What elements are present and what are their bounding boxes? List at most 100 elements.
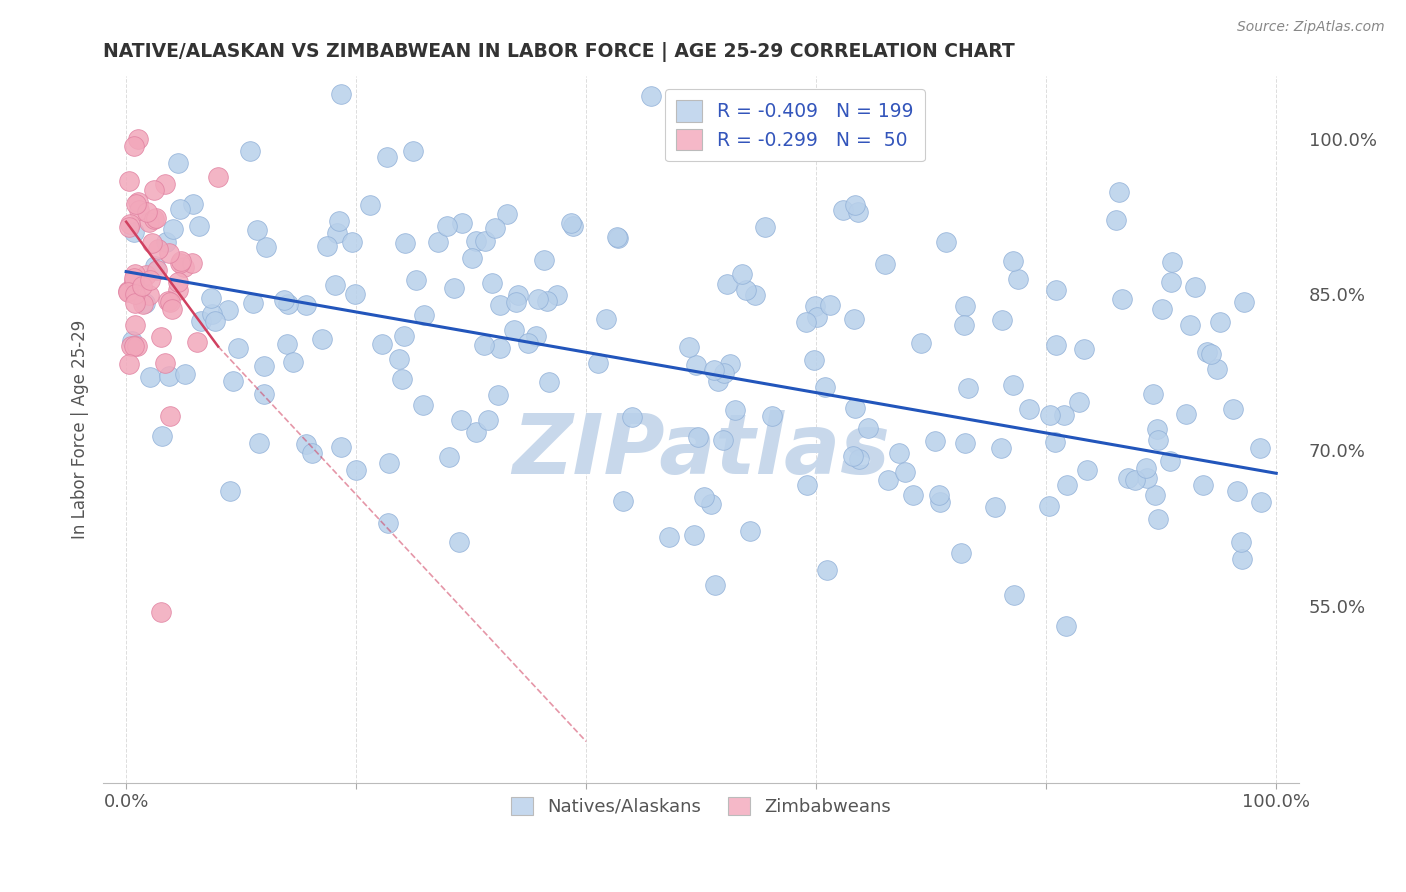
Point xyxy=(247,436,270,450)
Point xyxy=(505,294,527,309)
Point xyxy=(201,308,224,322)
Point xyxy=(744,288,766,302)
Point xyxy=(427,235,450,249)
Point xyxy=(167,275,190,289)
Point xyxy=(693,490,716,504)
Point xyxy=(1123,473,1146,487)
Point xyxy=(405,272,427,286)
Point xyxy=(990,441,1012,455)
Point xyxy=(685,358,707,372)
Point xyxy=(586,356,609,370)
Point xyxy=(159,294,181,309)
Point xyxy=(484,220,506,235)
Point xyxy=(117,285,139,299)
Point xyxy=(713,366,735,380)
Point xyxy=(159,409,181,423)
Point xyxy=(344,462,367,476)
Point xyxy=(704,578,727,592)
Point xyxy=(612,494,634,508)
Point xyxy=(450,413,472,427)
Point xyxy=(848,451,870,466)
Point xyxy=(1038,500,1060,514)
Point xyxy=(135,268,157,282)
Point xyxy=(536,294,558,309)
Point xyxy=(186,335,208,350)
Point xyxy=(716,277,738,292)
Point xyxy=(124,318,146,332)
Point xyxy=(170,254,193,268)
Point xyxy=(486,387,509,401)
Point xyxy=(200,291,222,305)
Point xyxy=(803,352,825,367)
Point xyxy=(984,500,1007,514)
Point xyxy=(495,207,517,221)
Point xyxy=(844,311,866,326)
Point xyxy=(950,546,973,560)
Point xyxy=(153,177,176,191)
Point xyxy=(686,430,709,444)
Point xyxy=(117,285,139,299)
Point xyxy=(894,465,917,479)
Point xyxy=(1069,395,1091,409)
Point xyxy=(120,339,142,353)
Point xyxy=(842,449,865,463)
Point xyxy=(125,339,148,353)
Point xyxy=(157,368,180,383)
Point xyxy=(174,367,197,381)
Point xyxy=(1230,552,1253,566)
Point xyxy=(276,337,298,351)
Point xyxy=(204,314,226,328)
Point xyxy=(803,299,825,313)
Point xyxy=(219,484,242,499)
Point xyxy=(678,341,700,355)
Point xyxy=(1159,453,1181,467)
Point xyxy=(516,336,538,351)
Point xyxy=(1250,495,1272,509)
Text: NATIVE/ALASKAN VS ZIMBABWEAN IN LABOR FORCE | AGE 25-29 CORRELATION CHART: NATIVE/ALASKAN VS ZIMBABWEAN IN LABOR FO… xyxy=(103,42,1015,62)
Point xyxy=(956,381,979,395)
Point xyxy=(718,357,741,371)
Point xyxy=(443,280,465,294)
Point xyxy=(901,488,924,502)
Point xyxy=(180,256,202,270)
Point xyxy=(217,303,239,318)
Point xyxy=(546,287,568,301)
Point xyxy=(131,297,153,311)
Point xyxy=(606,231,628,245)
Point xyxy=(139,370,162,384)
Point xyxy=(1199,347,1222,361)
Point xyxy=(412,309,434,323)
Point xyxy=(138,288,160,302)
Point xyxy=(844,401,866,416)
Point xyxy=(169,202,191,216)
Point xyxy=(301,446,323,460)
Point xyxy=(343,286,366,301)
Point xyxy=(149,605,172,619)
Point xyxy=(595,311,617,326)
Point xyxy=(239,144,262,158)
Point xyxy=(991,313,1014,327)
Point xyxy=(508,288,530,302)
Point xyxy=(118,174,141,188)
Point xyxy=(294,437,316,451)
Point xyxy=(143,211,166,226)
Point xyxy=(155,235,177,249)
Point xyxy=(658,530,681,544)
Point xyxy=(796,478,818,492)
Point xyxy=(118,220,141,235)
Point xyxy=(326,227,349,241)
Point xyxy=(1054,619,1077,633)
Point xyxy=(935,235,957,249)
Point xyxy=(1002,253,1025,268)
Point xyxy=(370,336,392,351)
Point xyxy=(955,299,977,313)
Point xyxy=(122,274,145,288)
Point xyxy=(1018,402,1040,417)
Point xyxy=(1108,186,1130,200)
Point xyxy=(139,273,162,287)
Point xyxy=(1160,276,1182,290)
Point xyxy=(340,235,363,249)
Y-axis label: In Labor Force | Age 25-29: In Labor Force | Age 25-29 xyxy=(72,320,89,540)
Point xyxy=(1135,461,1157,475)
Point xyxy=(122,225,145,239)
